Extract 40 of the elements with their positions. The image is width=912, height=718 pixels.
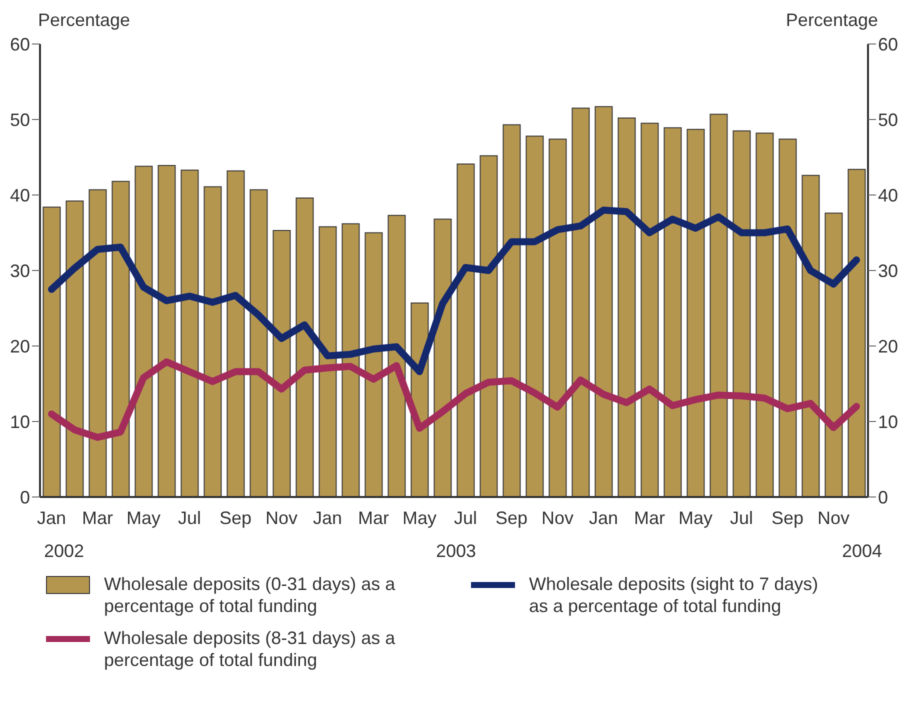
y-tick-label: 50 — [10, 110, 30, 130]
y-tick-label: 20 — [10, 336, 30, 356]
x-tick-label: Sep — [495, 508, 528, 528]
x-tick-label: Nov — [817, 508, 850, 528]
x-tick-label: Jul — [178, 508, 202, 528]
legend-label: Wholesale deposits (sight to 7 days) as a percentage of total funding — [529, 573, 820, 617]
x-tick-label: May — [126, 508, 161, 528]
y-axis-title: Percentage — [38, 10, 130, 32]
x-tick-label: Nov — [541, 508, 574, 528]
x-tick-label: May — [678, 508, 713, 528]
y2-tick-label: 0 — [878, 487, 888, 508]
y2-tick-label: 60 — [878, 34, 898, 54]
x-tick-label: Nov — [265, 508, 298, 528]
x-tick-label: Mar — [358, 508, 390, 528]
x-tick-label: Sep — [771, 508, 804, 528]
y2-tick-label: 40 — [878, 185, 898, 206]
y2-axis-title: Percentage — [786, 10, 878, 32]
y2-tick-label: 50 — [878, 110, 898, 130]
x-tick-label: Jul — [730, 508, 754, 528]
x-tick-label: Jan — [36, 508, 66, 528]
y2-tick-label: 20 — [878, 336, 898, 356]
text: 2004 — [842, 541, 882, 562]
y-tick-label: 60 — [10, 34, 30, 54]
x-tick-label: Mar — [634, 508, 666, 528]
x-tick-label: Jan — [588, 508, 618, 528]
y-tick-label: 10 — [10, 412, 30, 432]
x-tick-label: May — [402, 508, 437, 528]
legend-label: Wholesale deposits (0-31 days) as a percentage of total funding — [104, 573, 396, 617]
legend-label: Wholesale deposits (8-31 days) as a percentage of total funding — [104, 627, 396, 671]
y2-tick-label: 30 — [878, 260, 898, 281]
x-tick-label: Sep — [219, 508, 252, 528]
text: 2002 — [44, 541, 84, 562]
x-tick-label: Jan — [312, 508, 342, 528]
y2-tick-label: 10 — [878, 412, 898, 432]
x-tick-label: Mar — [82, 508, 114, 528]
y-tick-label: 0 — [20, 487, 30, 508]
text: 2003 — [436, 541, 476, 562]
y-tick-label: 30 — [10, 260, 30, 281]
y-tick-label: 40 — [10, 185, 30, 206]
x-tick-label: Jul — [454, 508, 478, 528]
